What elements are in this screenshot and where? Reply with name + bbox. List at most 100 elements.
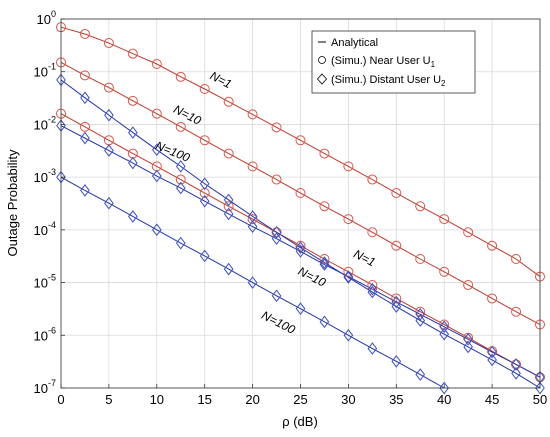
distant-user-point [439, 320, 450, 334]
near-user-point [391, 293, 402, 304]
near-user-point [175, 121, 186, 132]
near-user-point [223, 148, 234, 159]
distant-user-point [128, 210, 138, 223]
x-tick-label: 40 [437, 392, 451, 407]
distant-user-point [439, 381, 450, 395]
y-tick-label: 10-7 [34, 378, 56, 396]
distant-user-point [128, 126, 138, 139]
distant-user-point [104, 196, 114, 210]
y-tick-label: 10-3 [34, 167, 56, 185]
near-user-point [103, 38, 114, 49]
legend-label-near-user: (Simu.) Near User U1 [331, 55, 436, 69]
distant-user-point [295, 241, 306, 254]
near-user-point [487, 240, 498, 251]
distant-user-point [80, 184, 90, 197]
near-user-point [271, 174, 282, 185]
distant-user-point [319, 315, 330, 329]
near-user-point [343, 266, 354, 277]
near-user-point [319, 201, 330, 212]
distant-user-point [104, 144, 114, 157]
distant-user-point [247, 220, 258, 233]
distant-user-point [175, 181, 186, 195]
legend-diamond-marker [316, 73, 328, 85]
distant-user-point [151, 223, 162, 237]
y-tick-label: 10-5 [34, 273, 56, 291]
series-line-near-n-10 [60, 61, 541, 325]
near-user-point [511, 253, 522, 264]
series-line-near-n-1 [60, 26, 541, 277]
x-tick-label: 20 [245, 392, 259, 407]
distant-user-point [175, 236, 186, 250]
distant-user-point [319, 256, 330, 269]
distant-user-point [151, 169, 162, 183]
near-user-point [223, 96, 234, 107]
near-user-point [271, 122, 282, 133]
distant-user-point [391, 300, 402, 313]
near-user-point [295, 188, 306, 199]
y-axis-label: Outage Probability [5, 149, 20, 256]
distant-user-point [175, 160, 186, 173]
distant-user-point [367, 342, 378, 355]
distant-user-point [80, 131, 90, 145]
y-tick-label: 10-1 [34, 62, 56, 80]
near-user-point [175, 71, 186, 82]
near-user-point [343, 161, 354, 172]
near-user-point [439, 214, 450, 225]
near-user-point [295, 240, 306, 251]
near-user-point [103, 82, 114, 93]
distant-user-point [391, 295, 402, 309]
near-user-point [247, 109, 258, 120]
x-tick-label: 50 [533, 392, 547, 407]
near-user-point [415, 253, 426, 264]
x-axis-label: ρ (dB) [282, 414, 318, 429]
near-user-point [247, 214, 258, 225]
near-user-point [343, 214, 354, 225]
near-user-point [511, 306, 522, 317]
near-user-point [295, 135, 306, 146]
distant-user-point [223, 193, 234, 207]
legend-label-distant-user: (Simu.) Distant User U2 [331, 74, 446, 88]
y-tick-label: 10-2 [34, 114, 56, 132]
near-user-point [127, 95, 138, 106]
series-line-distant-n-100 [60, 176, 445, 389]
near-user-point [391, 240, 402, 251]
legend-box [311, 30, 476, 94]
y-axis-ticks: 100 10-1 10-2 10-3 10-4 10-5 10-6 10-7 [34, 9, 65, 396]
near-user-point [415, 201, 426, 212]
near-user-point [223, 201, 234, 212]
near-user-point [151, 59, 162, 70]
distant-user-point [223, 207, 234, 221]
near-user-point [79, 121, 90, 132]
near-user-point [79, 28, 90, 39]
x-tick-label: 45 [485, 392, 499, 407]
y-tick-label: 100 [37, 9, 56, 27]
distant-user-point [439, 327, 450, 341]
series-markers [56, 22, 545, 395]
x-axis-ticks: 0 5 10 15 20 25 30 35 40 45 50 [57, 384, 547, 407]
legend: Analytical (Simu.) Near User U1 (Simu.) … [311, 30, 476, 94]
distant-user-point [511, 358, 521, 371]
near-user-point [319, 253, 330, 264]
distant-user-point [271, 232, 282, 246]
x-tick-label: 5 [105, 392, 112, 407]
near-user-point [463, 279, 474, 290]
series-line-distant-n-10 [60, 125, 541, 378]
distant-user-point [223, 262, 234, 276]
near-user-point [199, 83, 210, 94]
distant-user-point [295, 302, 306, 315]
distant-user-point [463, 340, 473, 354]
near-user-point [391, 188, 402, 199]
distant-user-point [319, 258, 330, 271]
x-tick-label: 15 [197, 392, 211, 407]
distant-user-point [487, 353, 497, 367]
distant-user-point [151, 143, 162, 157]
distant-user-point [415, 307, 426, 321]
x-tick-label: 10 [150, 392, 164, 407]
distant-user-point [391, 355, 402, 368]
distant-user-point [271, 225, 282, 239]
distant-user-point [463, 332, 473, 346]
y-tick-label: 10-6 [34, 325, 56, 343]
near-user-point [463, 227, 474, 238]
distant-user-point [487, 345, 497, 359]
